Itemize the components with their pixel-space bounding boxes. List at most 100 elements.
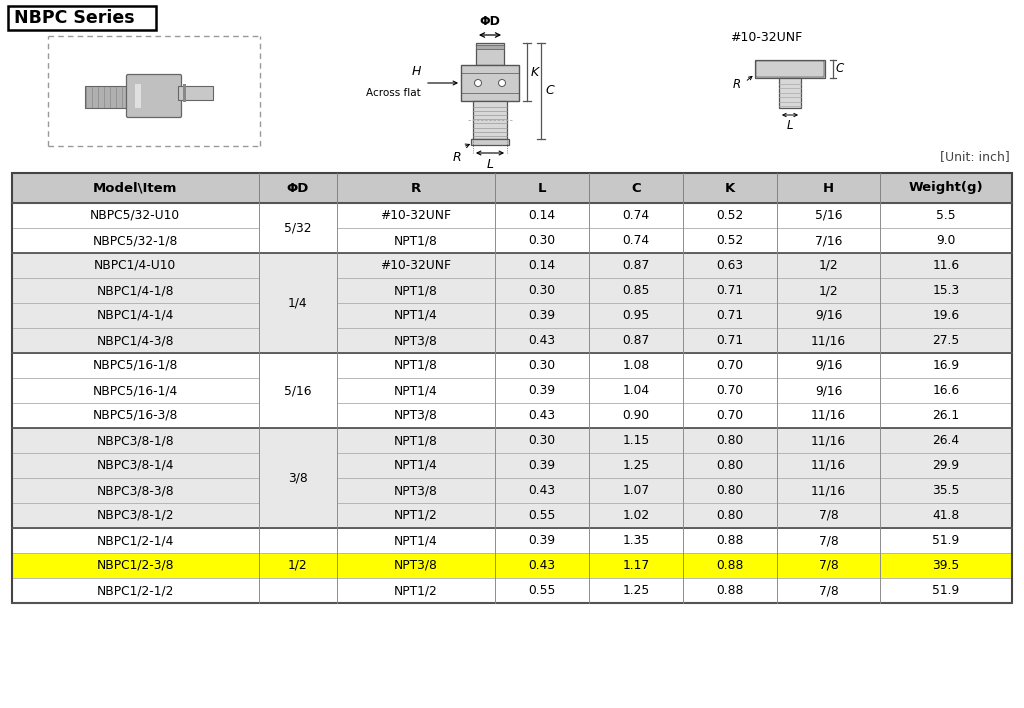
Text: K: K — [725, 181, 735, 195]
Bar — [683, 303, 777, 328]
Bar — [495, 203, 589, 228]
Bar — [337, 278, 495, 303]
Bar — [337, 453, 495, 478]
Bar — [777, 173, 880, 203]
Bar — [495, 528, 589, 553]
Bar — [683, 403, 777, 428]
Bar — [12, 403, 258, 428]
Bar — [777, 578, 880, 603]
Text: R: R — [453, 151, 462, 164]
Text: NBPC5/16-1/8: NBPC5/16-1/8 — [92, 359, 178, 372]
Bar — [589, 453, 683, 478]
Text: L: L — [786, 119, 794, 132]
Text: 0.70: 0.70 — [717, 409, 743, 422]
Bar — [777, 453, 880, 478]
Bar — [476, 43, 504, 65]
Bar — [12, 453, 258, 478]
Bar — [12, 253, 258, 278]
Text: 0.80: 0.80 — [716, 509, 743, 522]
Text: 0.80: 0.80 — [716, 434, 743, 447]
Text: 11/16: 11/16 — [811, 484, 846, 497]
Bar — [683, 173, 777, 203]
Text: 0.88: 0.88 — [716, 584, 743, 597]
Bar — [337, 203, 495, 228]
Text: 0.14: 0.14 — [528, 259, 555, 272]
Text: 11.6: 11.6 — [933, 259, 959, 272]
Text: 9.0: 9.0 — [936, 234, 955, 247]
Text: NPT1/4: NPT1/4 — [394, 459, 437, 472]
Bar — [683, 203, 777, 228]
Bar — [337, 378, 495, 403]
Text: C: C — [545, 84, 554, 98]
Text: C: C — [631, 181, 641, 195]
Text: NPT1/8: NPT1/8 — [394, 284, 437, 297]
Text: NBPC5/16-1/4: NBPC5/16-1/4 — [92, 384, 178, 397]
Bar — [683, 528, 777, 553]
Bar — [258, 578, 337, 603]
Text: 0.71: 0.71 — [717, 284, 743, 297]
Bar — [683, 378, 777, 403]
Text: Model\Item: Model\Item — [93, 181, 177, 195]
Bar — [755, 60, 825, 78]
Text: 0.88: 0.88 — [716, 559, 743, 572]
Bar — [12, 528, 258, 553]
Text: 7/8: 7/8 — [818, 534, 839, 547]
Bar — [12, 503, 258, 528]
Text: 0.52: 0.52 — [716, 234, 743, 247]
Text: NBPC1/4-1/4: NBPC1/4-1/4 — [96, 309, 174, 322]
Bar — [683, 428, 777, 453]
Bar — [12, 578, 258, 603]
Bar — [258, 428, 337, 528]
Text: 0.80: 0.80 — [716, 459, 743, 472]
Text: R: R — [411, 181, 421, 195]
Bar — [337, 228, 495, 253]
Text: 19.6: 19.6 — [933, 309, 959, 322]
Text: 11/16: 11/16 — [811, 334, 846, 347]
Bar — [589, 428, 683, 453]
Text: 7/8: 7/8 — [818, 509, 839, 522]
Bar — [135, 84, 141, 108]
Bar — [12, 353, 258, 378]
Text: 0.39: 0.39 — [528, 534, 555, 547]
Text: 7/8: 7/8 — [818, 559, 839, 572]
Text: 11/16: 11/16 — [811, 459, 846, 472]
Bar — [589, 403, 683, 428]
Text: 0.55: 0.55 — [528, 509, 555, 522]
Text: K: K — [531, 66, 540, 79]
Text: 11/16: 11/16 — [811, 434, 846, 447]
Bar — [258, 528, 337, 553]
Text: 0.87: 0.87 — [623, 259, 649, 272]
Text: 26.1: 26.1 — [933, 409, 959, 422]
Text: NPT1/2: NPT1/2 — [394, 509, 437, 522]
Text: 27.5: 27.5 — [933, 334, 959, 347]
Text: 16.6: 16.6 — [933, 384, 959, 397]
Text: 26.4: 26.4 — [933, 434, 959, 447]
Bar — [589, 578, 683, 603]
Bar — [337, 253, 495, 278]
Bar — [589, 353, 683, 378]
Bar — [495, 578, 589, 603]
Bar — [495, 353, 589, 378]
Bar — [337, 528, 495, 553]
Bar — [683, 253, 777, 278]
Text: NPT1/4: NPT1/4 — [394, 534, 437, 547]
Bar — [12, 328, 258, 353]
Bar — [880, 303, 1012, 328]
Bar — [683, 478, 777, 503]
Text: 0.70: 0.70 — [717, 384, 743, 397]
Text: #10-32UNF: #10-32UNF — [380, 209, 452, 222]
Bar — [777, 553, 880, 578]
Bar — [85, 86, 130, 108]
Bar — [683, 553, 777, 578]
Text: 3/8: 3/8 — [288, 472, 307, 484]
Text: #10-32UNF: #10-32UNF — [380, 259, 452, 272]
Text: 1.25: 1.25 — [623, 459, 649, 472]
Bar — [683, 503, 777, 528]
Bar — [495, 478, 589, 503]
Bar — [589, 228, 683, 253]
Text: 1.35: 1.35 — [623, 534, 649, 547]
Text: 9/16: 9/16 — [815, 359, 842, 372]
Text: 0.52: 0.52 — [716, 209, 743, 222]
Bar — [12, 303, 258, 328]
Bar — [258, 253, 337, 353]
